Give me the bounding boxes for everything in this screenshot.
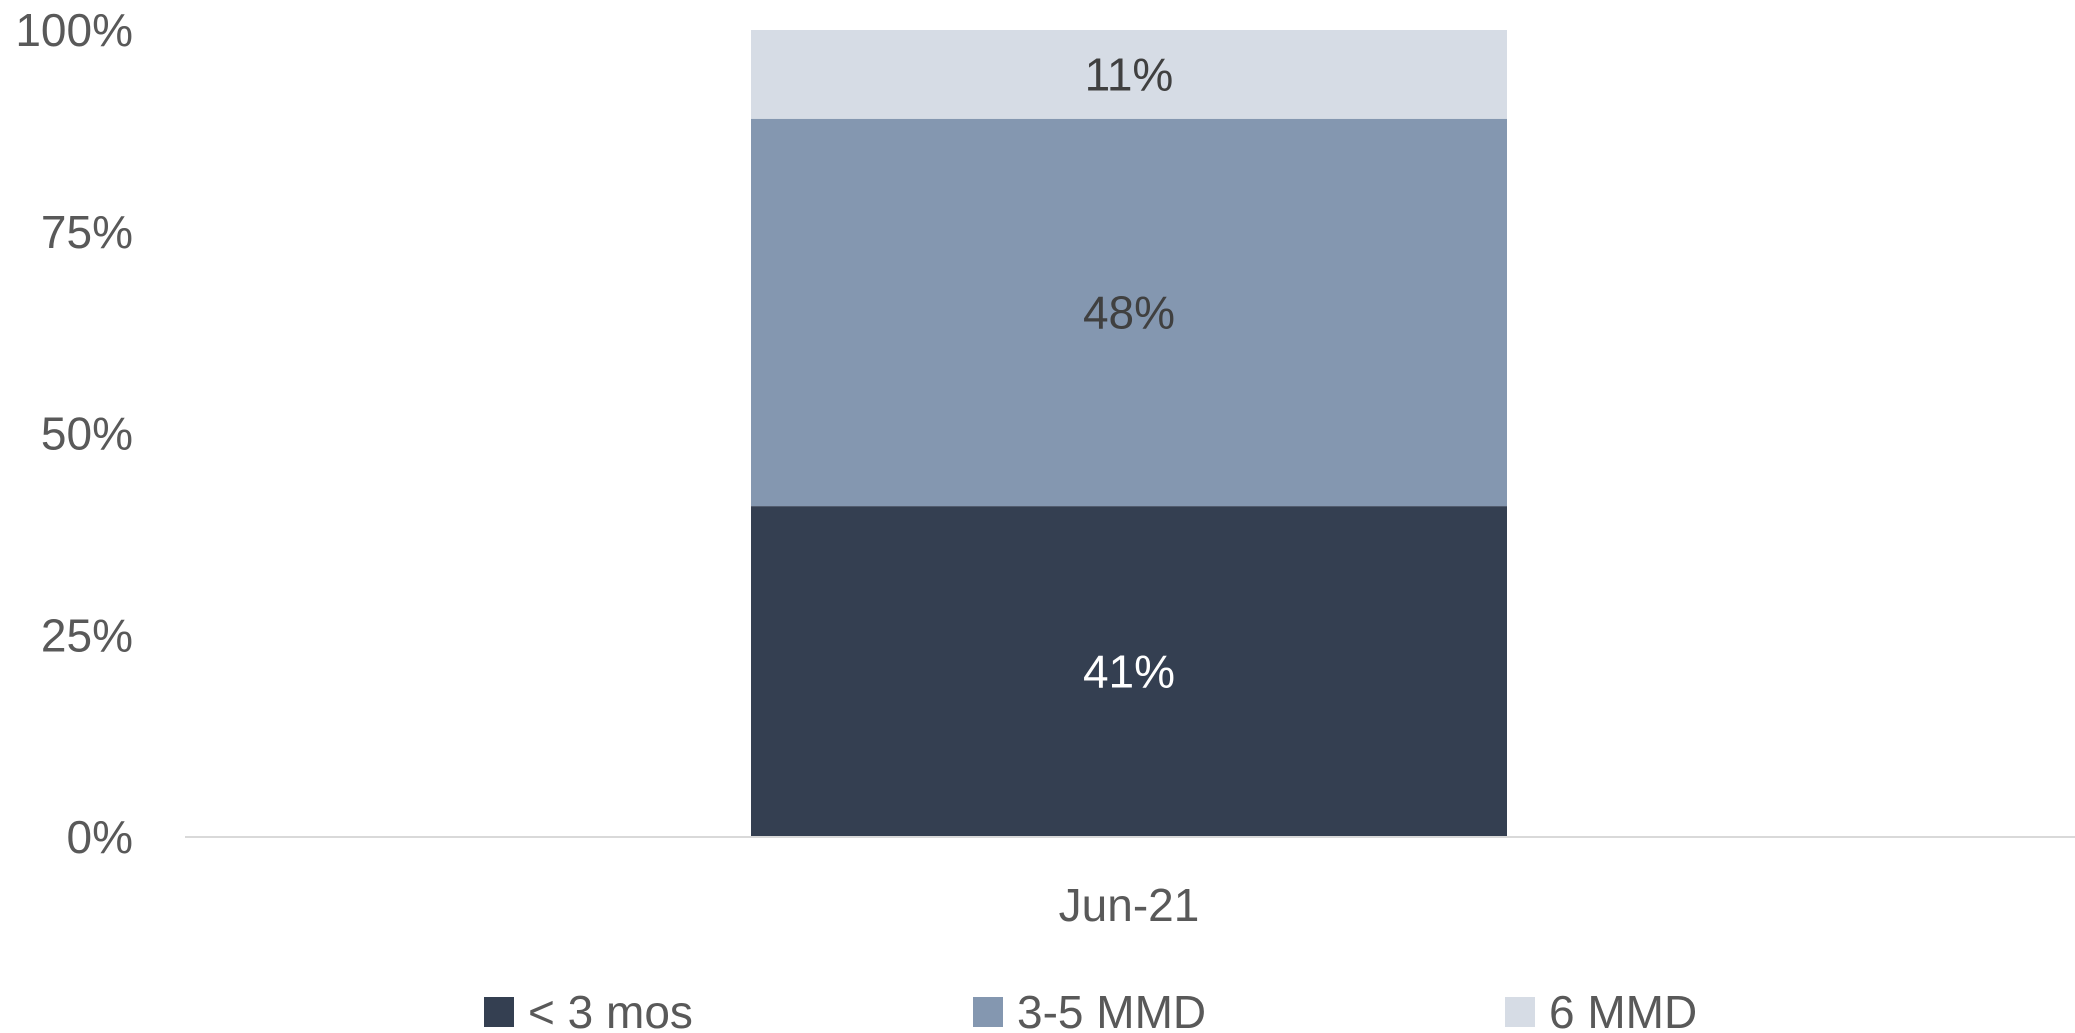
- x-category-label: Jun-21: [1059, 879, 1200, 931]
- legend-label: 3-5 MMD: [1017, 986, 1206, 1033]
- bar-segment: [751, 30, 1507, 119]
- legend-swatch: [973, 997, 1003, 1027]
- y-tick-label: 100%: [15, 4, 133, 56]
- data-labels: 41% 48% 11%: [1083, 48, 1175, 697]
- y-tick-label: 25%: [41, 609, 133, 661]
- bar-segment: [751, 506, 1507, 837]
- legend-label: 6 MMD: [1549, 986, 1697, 1033]
- data-label: 41%: [1083, 646, 1175, 698]
- y-tick-label: 50%: [41, 408, 133, 460]
- y-tick-label: 75%: [41, 206, 133, 258]
- y-axis-tick-labels: 0% 25% 50% 75% 100%: [15, 4, 133, 863]
- data-label: 11%: [1085, 48, 1174, 100]
- data-label: 48%: [1083, 286, 1175, 338]
- x-axis-category-labels: Jun-21: [1059, 879, 1200, 931]
- legend-label: < 3 mos: [528, 986, 693, 1033]
- bar-segment: [751, 118, 1507, 507]
- y-tick-label: 0%: [67, 811, 133, 863]
- legend: < 3 mos 3-5 MMD 6 MMD: [484, 986, 1697, 1033]
- legend-swatch: [484, 997, 514, 1027]
- bar-segments: [751, 30, 1507, 837]
- legend-swatch: [1505, 997, 1535, 1027]
